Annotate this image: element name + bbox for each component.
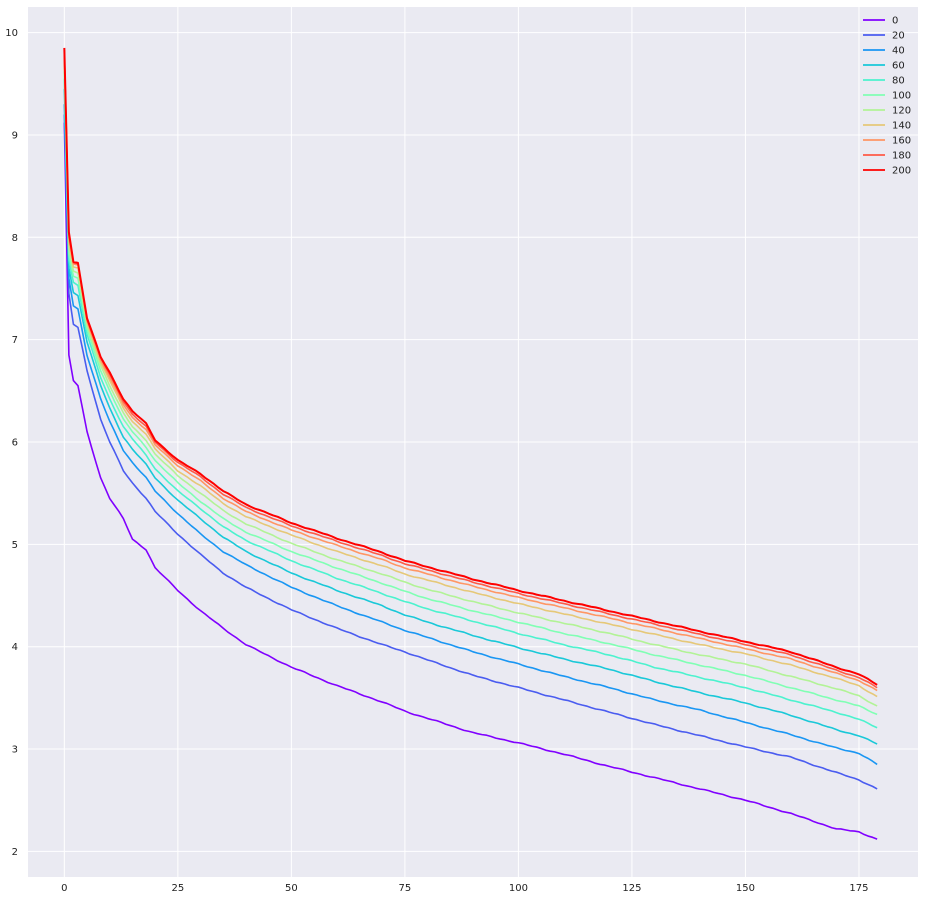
x-axis-ticks: 0 25 50 75 100 125 150 175: [61, 883, 868, 894]
y-tick-label: 3: [12, 745, 18, 756]
series-line-20: [63, 114, 878, 790]
series-line-200: [63, 47, 878, 686]
x-tick-label: 125: [622, 883, 641, 894]
series-line-180: [63, 49, 878, 689]
legend-label: 60: [892, 61, 905, 72]
series-line-60: [63, 88, 878, 745]
legend-label: 200: [892, 166, 911, 177]
x-tick-label: 0: [61, 883, 67, 894]
y-tick-label: 2: [12, 847, 18, 858]
legend-label: 160: [892, 136, 911, 147]
y-tick-label: 5: [12, 540, 18, 551]
x-tick-label: 75: [399, 883, 412, 894]
series-line-40: [63, 104, 878, 766]
x-tick-label: 150: [736, 883, 755, 894]
series-line-120: [63, 63, 878, 707]
series-line-160: [63, 53, 878, 692]
series-line-140: [63, 58, 878, 698]
y-tick-label: 10: [5, 28, 18, 39]
x-tick-label: 100: [509, 883, 528, 894]
x-tick-label: 175: [849, 883, 868, 894]
series-line-0: [63, 122, 878, 840]
legend-label: 40: [892, 46, 905, 57]
x-tick-label: 50: [285, 883, 298, 894]
y-tick-label: 4: [12, 642, 18, 653]
y-tick-label: 7: [12, 335, 18, 346]
legend-label: 180: [892, 151, 911, 162]
legend: 0 20 40 60 80 100 120 140 160 180 200: [863, 16, 911, 177]
legend-label: 100: [892, 91, 911, 102]
legend-label: 20: [892, 31, 905, 42]
legend-label: 120: [892, 106, 911, 117]
y-tick-label: 8: [12, 233, 18, 244]
legend-label: 80: [892, 76, 905, 87]
legend-label: 0: [892, 16, 898, 27]
y-tick-label: 6: [12, 438, 18, 449]
series-line-80: [63, 78, 878, 729]
y-tick-label: 9: [12, 130, 18, 141]
y-axis-ticks: 2 3 4 5 6 7 8 9 10: [5, 28, 18, 858]
legend-label: 140: [892, 121, 911, 132]
series-line-100: [63, 71, 878, 716]
x-tick-label: 25: [171, 883, 184, 894]
series-lines: [63, 47, 878, 840]
